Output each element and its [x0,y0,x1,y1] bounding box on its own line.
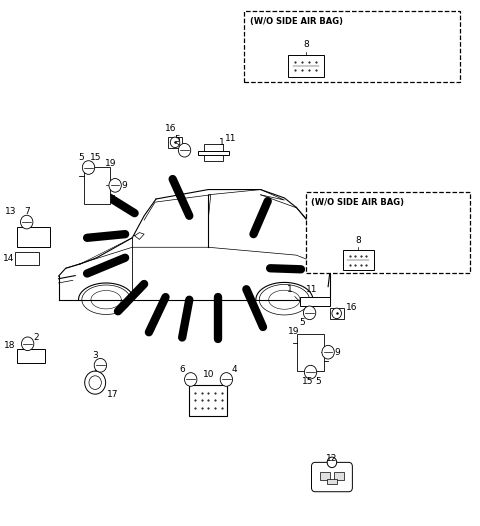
Text: 5: 5 [299,318,305,327]
Bar [300,297,331,306]
Bar [84,167,109,204]
Text: 5: 5 [315,377,321,387]
Text: 4: 4 [231,365,237,374]
Circle shape [220,372,233,386]
FancyBboxPatch shape [312,462,352,492]
Text: 5: 5 [78,153,84,163]
Text: (W/O SIDE AIR BAG): (W/O SIDE AIR BAG) [312,198,405,207]
Circle shape [94,359,107,372]
Bar [17,227,50,247]
Text: 9: 9 [334,348,340,357]
Circle shape [84,371,106,394]
Bar [343,250,373,270]
Circle shape [109,178,121,192]
FancyBboxPatch shape [306,192,470,274]
Text: 19: 19 [105,158,117,167]
Text: 1: 1 [287,286,293,295]
Bar [204,145,223,161]
Text: 15: 15 [90,153,102,163]
Circle shape [21,215,33,229]
Circle shape [184,372,197,386]
Circle shape [303,306,316,320]
Text: 6: 6 [180,365,185,374]
Bar [334,472,344,480]
Text: (W/O SIDE AIR BAG): (W/O SIDE AIR BAG) [250,17,343,26]
Text: 5: 5 [174,135,180,145]
Text: 11: 11 [306,286,317,295]
Text: 7: 7 [24,207,30,216]
Bar [168,137,182,148]
Text: 11: 11 [225,134,237,144]
Text: 19: 19 [288,328,300,337]
Bar [298,334,324,370]
Text: 14: 14 [3,254,14,264]
FancyBboxPatch shape [244,11,460,82]
Circle shape [322,346,334,359]
Text: 8: 8 [355,236,361,245]
Text: 18: 18 [4,341,16,350]
Bar [288,55,324,77]
Text: 2: 2 [34,332,39,342]
Text: 10: 10 [203,370,214,379]
Bar [320,472,330,480]
Text: 8: 8 [303,41,309,49]
Text: 1: 1 [219,137,225,147]
Bar [15,252,38,265]
Circle shape [22,337,34,351]
Text: 9: 9 [122,181,128,190]
Text: 16: 16 [165,124,176,133]
Circle shape [83,161,95,174]
Text: 12: 12 [326,454,337,463]
Circle shape [327,457,336,468]
Circle shape [304,365,317,379]
Text: 15: 15 [302,377,314,387]
Bar [330,308,344,319]
Bar [198,151,229,155]
Bar [17,349,45,362]
Circle shape [332,308,341,319]
Text: 3: 3 [92,350,97,360]
Bar [327,479,336,484]
Circle shape [89,376,101,389]
Circle shape [179,144,191,157]
Text: 17: 17 [107,390,118,399]
Text: 16: 16 [346,303,358,312]
Bar [189,385,228,416]
Circle shape [170,137,180,148]
Text: 13: 13 [5,207,16,216]
